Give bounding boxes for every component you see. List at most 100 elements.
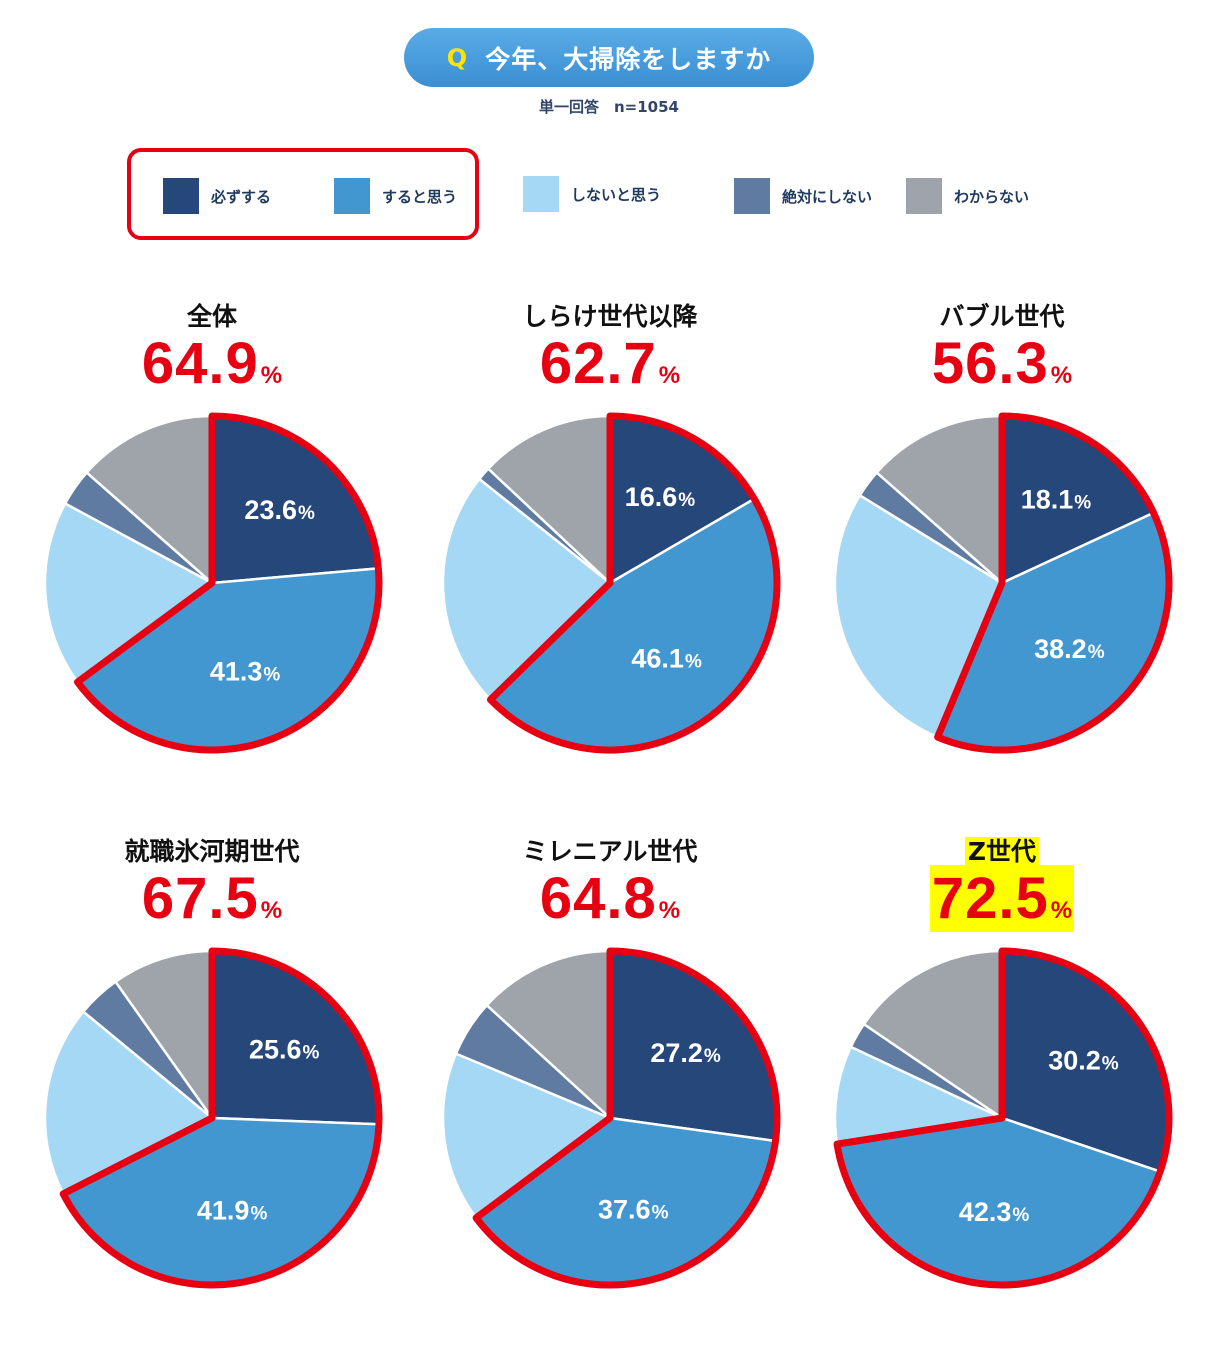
- legend-label: すると思う: [382, 187, 458, 206]
- pie-chart-ice-age: 25.6%41.9%: [43, 947, 383, 1289]
- gen-z-total-highlight: 72.5%: [929, 865, 1075, 932]
- panel-total-millennial: 64.8%: [420, 865, 800, 932]
- label-value: 37.6: [598, 1195, 651, 1225]
- panel-title-gen-z: Z世代: [812, 832, 1192, 868]
- total-value: 56.3: [931, 331, 1049, 396]
- total-unit: %: [1050, 897, 1073, 924]
- panel-title-all: 全体: [186, 302, 237, 331]
- pie-chart-all: 23.6%41.3%: [43, 412, 383, 754]
- label-value: 30.2: [1048, 1046, 1101, 1076]
- legend-swatch: [734, 178, 770, 214]
- slice-think-wont: [43, 501, 215, 684]
- legend-swatch: [163, 178, 199, 214]
- label-unit: %: [303, 1042, 320, 1063]
- legend-item-think-will: すると思う: [334, 178, 457, 214]
- label-unit: %: [652, 1203, 669, 1224]
- slice-unknown: [486, 414, 612, 586]
- pie-chart-millennial: 27.2%37.6%: [441, 947, 781, 1289]
- slice-data-label: 16.6%: [625, 482, 696, 512]
- label-unit: %: [298, 503, 315, 524]
- label-unit: %: [1012, 1205, 1029, 1226]
- total-unit: %: [260, 897, 283, 924]
- label-value: 18.1: [1021, 485, 1074, 515]
- label-unit: %: [1074, 493, 1091, 514]
- total-unit: %: [1050, 362, 1073, 389]
- label-value: 38.2: [1034, 634, 1087, 664]
- slice-data-label: 27.2%: [650, 1038, 721, 1068]
- label-unit: %: [1102, 1054, 1119, 1075]
- total-value: 64.9: [141, 331, 259, 396]
- panel-title-shirake: しらけ世代以降: [522, 302, 698, 331]
- highlight-outline: [59, 947, 383, 1289]
- slice-think-wont: [43, 1009, 215, 1196]
- slice-data-label: 46.1%: [631, 643, 702, 673]
- pie-chart-shirake: 16.6%46.1%: [441, 412, 781, 754]
- slice-data-label: 23.6%: [244, 495, 315, 525]
- legend-item-never: 絶対にしない: [734, 178, 872, 214]
- label-unit: %: [263, 664, 280, 685]
- slice-think-wont: [441, 477, 612, 702]
- question-text: 今年、大掃除をしますか: [485, 44, 772, 74]
- gen-z-title-highlight: Z世代: [964, 837, 1040, 866]
- slice-unknown: [84, 414, 214, 586]
- highlight-outline: [833, 947, 1173, 1289]
- legend-label: 必ずする: [211, 187, 272, 206]
- panel-total-shirake: 62.7%: [420, 330, 800, 397]
- panel-total-ice-age: 67.5%: [22, 865, 402, 932]
- q-mark-icon: Q: [446, 43, 468, 72]
- highlight-outline: [472, 947, 781, 1289]
- legend-label: しないと思う: [571, 185, 662, 204]
- slice-data-label: 38.2%: [1034, 634, 1105, 664]
- label-value: 41.9: [197, 1195, 250, 1225]
- panel-title-millennial: ミレニアル世代: [522, 837, 698, 866]
- legend-label: わからない: [954, 187, 1030, 206]
- highlight-outline: [486, 412, 781, 754]
- label-value: 23.6: [244, 495, 297, 525]
- question-banner: Q 今年、大掃除をしますか: [404, 28, 814, 87]
- label-unit: %: [678, 490, 695, 511]
- slice-data-label: 41.3%: [210, 656, 281, 686]
- label-value: 27.2: [650, 1038, 703, 1068]
- label-value: 46.1: [631, 643, 684, 673]
- slice-think-wont: [441, 1051, 613, 1220]
- label-value: 41.3: [210, 656, 263, 686]
- total-unit: %: [658, 362, 681, 389]
- legend-item-must: 必ずする: [163, 178, 271, 214]
- legend-item-unknown: わからない: [906, 178, 1029, 214]
- slice-unknown: [485, 949, 612, 1121]
- legend-swatch: [523, 176, 559, 212]
- label-unit: %: [1088, 642, 1105, 663]
- label-value: 16.6: [625, 482, 678, 512]
- pie-chart-bubble: 18.1%38.2%: [833, 412, 1173, 754]
- slice-data-label: 18.1%: [1021, 485, 1092, 515]
- total-value: 72.5: [931, 866, 1049, 931]
- label-unit: %: [250, 1203, 267, 1224]
- legend-label: 絶対にしない: [782, 187, 873, 206]
- total-value: 67.5: [141, 866, 259, 931]
- panel-total-all: 64.9%: [22, 330, 402, 397]
- slice-data-label: 37.6%: [598, 1195, 669, 1225]
- legend-swatch: [334, 178, 370, 214]
- sample-size-note: 単一回答 n=1054: [539, 98, 679, 116]
- panel-total-bubble: 56.3%: [812, 330, 1192, 397]
- highlight-outline: [934, 412, 1173, 754]
- slice-data-label: 30.2%: [1048, 1046, 1119, 1076]
- legend-swatch: [906, 178, 942, 214]
- label-value: 42.3: [959, 1197, 1012, 1227]
- label-unit: %: [685, 651, 702, 672]
- total-value: 64.8: [539, 866, 657, 931]
- total-unit: %: [260, 362, 283, 389]
- label-unit: %: [704, 1046, 721, 1067]
- panel-title-ice-age: 就職氷河期世代: [124, 837, 300, 866]
- legend-highlight-box: [127, 148, 479, 240]
- legend-item-think-wont: しないと思う: [523, 176, 661, 212]
- panel-title-bubble: バブル世代: [939, 302, 1065, 331]
- total-value: 62.7: [539, 331, 657, 396]
- label-value: 25.6: [249, 1034, 302, 1064]
- highlight-outline: [74, 412, 383, 754]
- slice-data-label: 25.6%: [249, 1034, 320, 1064]
- slice-data-label: 42.3%: [959, 1197, 1030, 1227]
- pie-chart-gen-z: 30.2%42.3%: [833, 947, 1173, 1289]
- total-unit: %: [658, 897, 681, 924]
